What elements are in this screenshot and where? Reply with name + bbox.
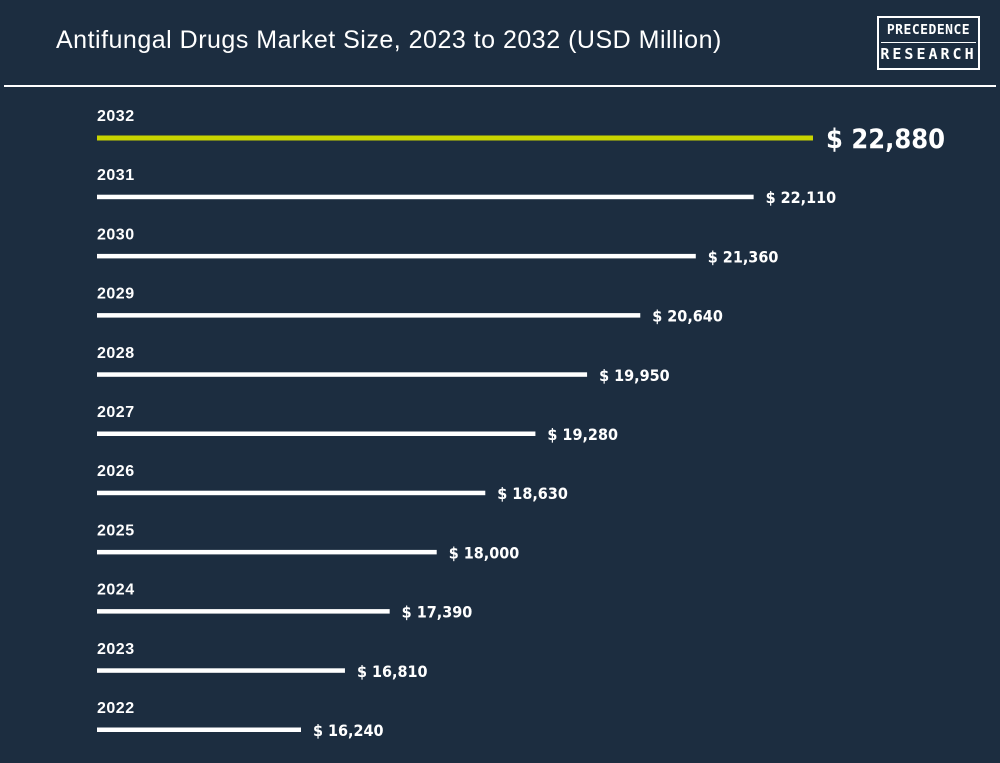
year-label-2030: 2030 bbox=[97, 226, 135, 243]
chart-title: Antifungal Drugs Market Size, 2023 to 20… bbox=[56, 26, 722, 54]
bar-2027 bbox=[97, 431, 536, 436]
value-label-2032: $ 22,880 bbox=[826, 124, 945, 155]
bar-2031 bbox=[97, 194, 754, 200]
logo-line-1: PRECEDENCE bbox=[886, 22, 971, 38]
bar-2028 bbox=[97, 372, 588, 377]
value-label-2029: $ 20,640 bbox=[652, 307, 723, 326]
value-label-2024: $ 17,390 bbox=[402, 603, 473, 622]
bar-2032 bbox=[97, 135, 813, 141]
value-label-2031: $ 22,110 bbox=[766, 188, 837, 207]
year-label-2027: 2027 bbox=[97, 404, 135, 421]
bar-2023 bbox=[97, 668, 345, 673]
year-label-2029: 2029 bbox=[97, 286, 135, 303]
year-label-2025: 2025 bbox=[97, 522, 135, 539]
brand-logo: PRECEDENCE RESEARCH bbox=[877, 16, 980, 70]
chart-header: Antifungal Drugs Market Size, 2023 to 20… bbox=[0, 0, 1000, 87]
year-label-2022: 2022 bbox=[97, 700, 135, 717]
bar-2024 bbox=[97, 609, 390, 614]
value-label-2023: $ 16,810 bbox=[357, 662, 428, 681]
value-label-2022: $ 16,240 bbox=[313, 721, 384, 740]
header-divider bbox=[4, 85, 996, 87]
value-label-2027: $ 19,280 bbox=[547, 425, 618, 444]
year-label-2028: 2028 bbox=[97, 345, 135, 362]
year-label-2024: 2024 bbox=[97, 582, 135, 599]
logo-line-2: RESEARCH bbox=[880, 45, 977, 64]
year-label-2023: 2023 bbox=[97, 641, 135, 658]
bar-2022 bbox=[97, 727, 301, 732]
bar-2025 bbox=[97, 549, 437, 555]
value-label-2025: $ 18,000 bbox=[449, 543, 520, 562]
year-label-2026: 2026 bbox=[97, 463, 135, 480]
bar-2030 bbox=[97, 253, 696, 259]
year-label-2032: 2032 bbox=[97, 108, 135, 125]
value-label-2026: $ 18,630 bbox=[497, 484, 568, 503]
bar-2029 bbox=[97, 313, 641, 318]
logo-divider bbox=[881, 41, 976, 44]
value-label-2030: $ 21,360 bbox=[708, 247, 779, 266]
bar-2026 bbox=[97, 490, 486, 496]
year-label-2031: 2031 bbox=[97, 167, 135, 184]
value-label-2028: $ 19,950 bbox=[599, 366, 670, 385]
